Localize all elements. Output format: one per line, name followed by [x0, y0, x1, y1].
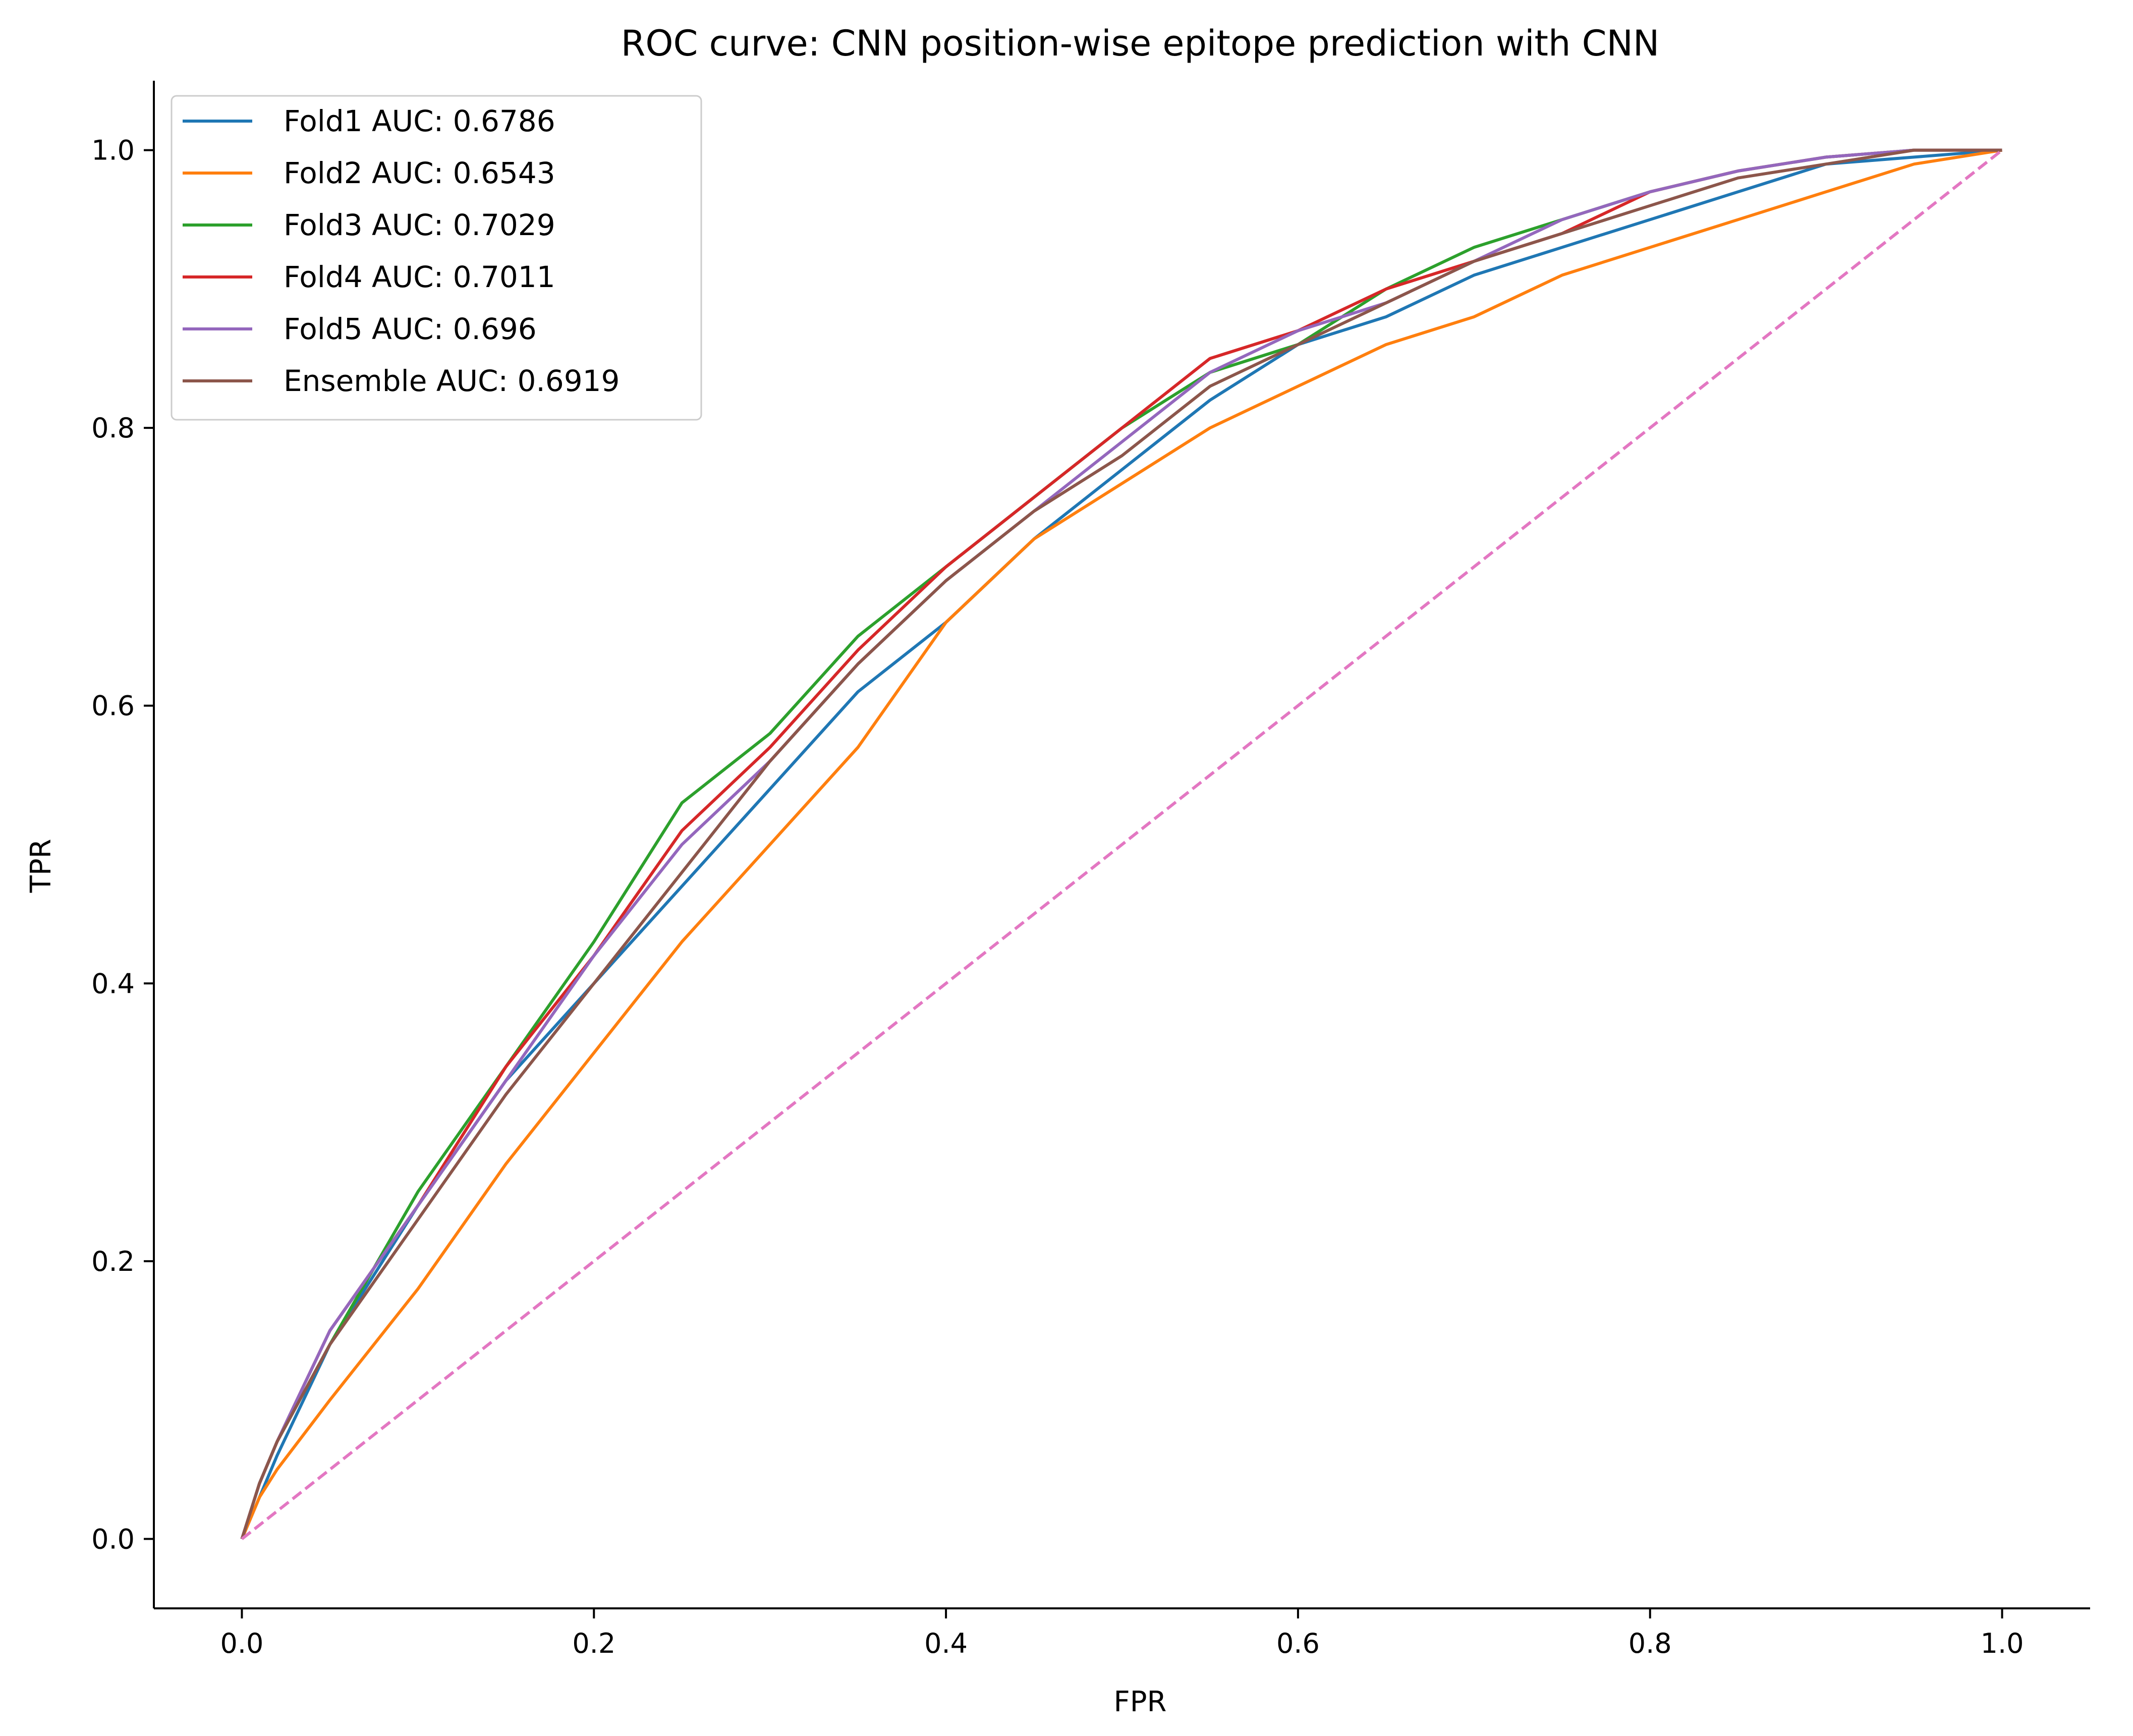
- roc-series-line-6: [240, 148, 2002, 1540]
- legend: Fold1 AUC: 0.6786 Fold2 AUC: 0.6543 Fold3 …: [171, 95, 702, 421]
- y-tick-label: 0.6: [91, 690, 135, 722]
- x-axis-label: FPR: [1114, 1686, 1167, 1718]
- chart-title: ROC curve: CNN position-wise epitope pre…: [621, 23, 1659, 64]
- y-tick-label: 0.4: [91, 968, 135, 999]
- legend-entry-label: Fold5 AUC: 0.696: [284, 312, 537, 346]
- x-tick-label: 0.4: [924, 1628, 968, 1659]
- y-axis-ticks: 0.0 0.2 0.4 0.6 0.8 1.0: [91, 135, 154, 1555]
- plot-area: [240, 148, 2003, 1540]
- legend-entry-label: Fold3 AUC: 0.7029: [284, 208, 555, 242]
- x-tick-label: 0.8: [1629, 1628, 1672, 1659]
- x-tick-label: 0.2: [572, 1628, 615, 1659]
- legend-entry-label: Fold1 AUC: 0.6786: [284, 104, 555, 138]
- y-tick-label: 0.8: [91, 412, 135, 444]
- legend-entry-label: Fold4 AUC: 0.7011: [284, 260, 555, 294]
- x-tick-label: 0.6: [1276, 1628, 1320, 1659]
- x-tick-label: 1.0: [1981, 1628, 2024, 1659]
- y-tick-label: 1.0: [91, 135, 135, 166]
- legend-entry-label: Ensemble AUC: 0.6919: [284, 364, 620, 398]
- x-axis-ticks: 0.0 0.2 0.4 0.6 0.8 1.0: [220, 1608, 2024, 1659]
- x-tick-label: 0.0: [220, 1628, 264, 1659]
- y-axis-label: TPR: [25, 839, 58, 893]
- legend-frame: [171, 95, 702, 421]
- diagonal-reference-line: [241, 149, 2003, 1540]
- roc-series-line-2: [240, 148, 2002, 1540]
- y-tick-label: 0.0: [91, 1523, 135, 1555]
- y-tick-label: 0.2: [91, 1246, 135, 1277]
- legend-entry-label: Fold2 AUC: 0.6543: [284, 156, 555, 190]
